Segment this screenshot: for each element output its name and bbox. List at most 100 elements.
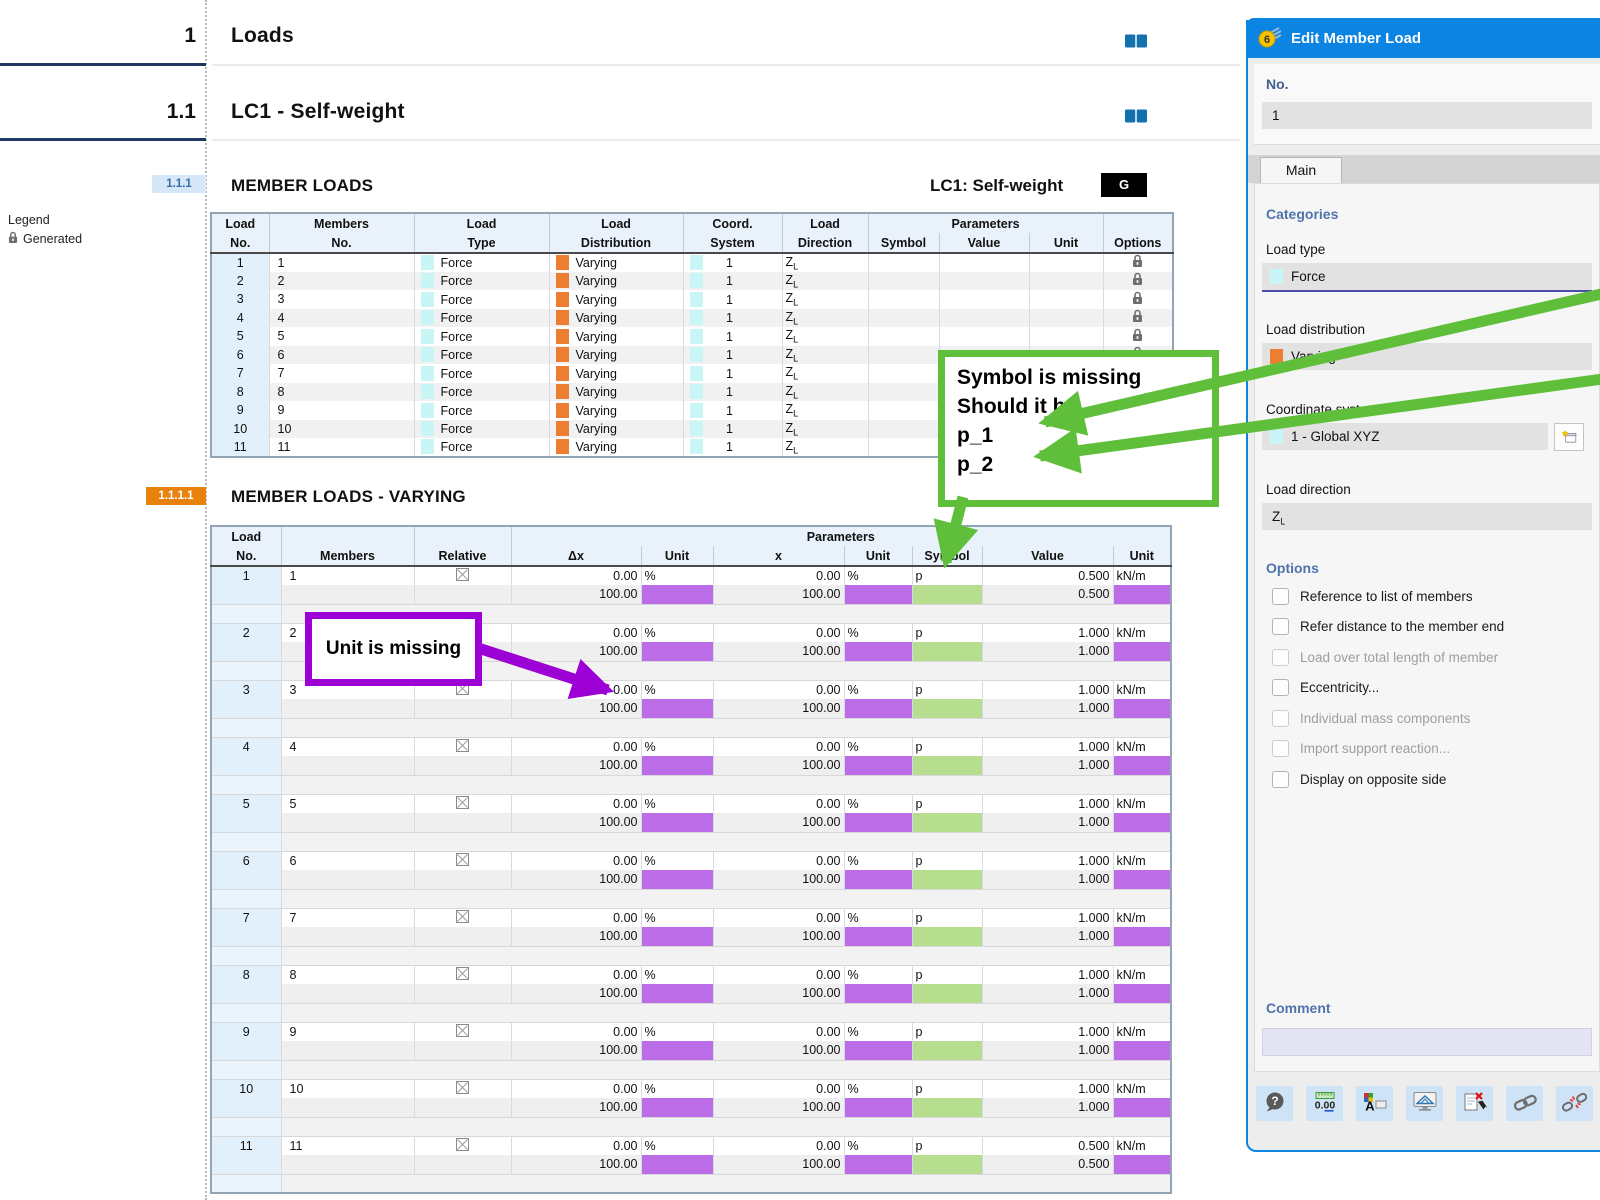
- dialog-titlebar[interactable]: 6 Edit Member Load: [1246, 18, 1600, 58]
- delete-load-icon-button[interactable]: [1456, 1086, 1493, 1121]
- option-label: Reference to list of members: [1300, 588, 1473, 604]
- checkbox[interactable]: [1272, 679, 1289, 696]
- link-icon-button[interactable]: [1506, 1086, 1543, 1121]
- symbol-cell: p: [912, 794, 983, 813]
- option-label: Display on opposite side: [1300, 771, 1447, 787]
- book-icon[interactable]: [1124, 108, 1148, 129]
- x-cell: 0.00: [713, 1136, 845, 1155]
- load-no-cell: 10: [211, 419, 270, 438]
- dx-cell: 100.00: [511, 642, 642, 661]
- x-cell: 100.00: [713, 1155, 845, 1174]
- symbol-cell: p: [912, 680, 983, 699]
- chapter-title: LC1 - Self-weight: [231, 100, 405, 123]
- no-label: No.: [1266, 76, 1289, 92]
- x-unit-cell: %: [844, 737, 913, 756]
- header-row-bottom: No. No. Type Distribution System Directi…: [211, 233, 1174, 254]
- checkbox[interactable]: [1272, 770, 1289, 788]
- distribution-swatch: [555, 365, 569, 381]
- x-cell: 100.00: [713, 699, 845, 718]
- load-no-cell: 1: [211, 253, 270, 272]
- section-rule: [0, 138, 206, 141]
- load-no-cell: 2: [211, 623, 282, 642]
- table-title: MEMBER LOADS: [231, 176, 374, 195]
- chapter-number: 1.1: [166, 100, 196, 123]
- group-spacer-row: [211, 945, 1172, 966]
- section-rule-light: [212, 64, 1240, 66]
- varying-load-row-start: 8 8 0.00% 0.00% p 1.000 kN/m: [211, 965, 1172, 984]
- load-number-field[interactable]: 1: [1262, 102, 1592, 129]
- distribution-swatch: [555, 347, 569, 363]
- load-direction-field[interactable]: ZL: [1262, 503, 1592, 530]
- missing-unit-cell-highlight: [844, 585, 913, 604]
- svg-text:?: ?: [1271, 1094, 1278, 1108]
- tab-main[interactable]: Main: [1260, 157, 1342, 184]
- missing-unit-cell-highlight: [641, 1041, 714, 1060]
- font-color-icon-button[interactable]: A: [1356, 1086, 1393, 1121]
- symbol-cell: p: [912, 851, 983, 870]
- delete-load-icon: [1462, 1091, 1489, 1116]
- generated-lock-icon: [1103, 253, 1174, 272]
- edit-member-load-dialog: 6 Edit Member Load No. 1 Main Categories…: [1246, 18, 1600, 1152]
- x-unit-cell: %: [844, 851, 913, 870]
- option-row: Reference to list of members: [1272, 587, 1473, 605]
- load-distribution-dropdown[interactable]: Varying: [1262, 343, 1592, 370]
- option-row: Refer distance to the member end: [1272, 618, 1504, 636]
- load-no-cell: 8: [211, 965, 282, 984]
- members-cell: 8: [269, 382, 415, 401]
- option-label: Refer distance to the member end: [1300, 619, 1505, 634]
- type-swatch: [420, 255, 434, 271]
- dx-cell: 0.00: [511, 737, 642, 756]
- load-no-cell: 5: [211, 327, 270, 346]
- option-row: Import support reaction...: [1272, 740, 1450, 758]
- load-no-cell: 7: [211, 908, 282, 927]
- load-distribution-cell: Varying: [549, 253, 684, 272]
- load-no-cell: 10: [211, 1079, 282, 1098]
- dialog-toolbar: ? 0.00 A: [1256, 1086, 1600, 1121]
- x-cell: 100.00: [713, 756, 845, 775]
- rfem6-logo-icon: 6: [1258, 26, 1282, 51]
- section-badge-active: 1.1.1.1: [146, 487, 206, 505]
- load-type-dropdown[interactable]: Force: [1262, 263, 1592, 292]
- value-cell: 1.000: [982, 794, 1114, 813]
- varying-load-row-start: 9 9 0.00% 0.00% p 1.000 kN/m: [211, 1022, 1172, 1041]
- coordinate-system-swatch: [1270, 429, 1283, 444]
- group-spacer-row: [211, 888, 1172, 909]
- help-icon-button[interactable]: ?: [1256, 1086, 1293, 1121]
- dx-cell: 0.00: [511, 851, 642, 870]
- dx-unit-cell: %: [641, 680, 714, 699]
- option-row: Load over total length of member: [1272, 648, 1498, 666]
- missing-symbol-cell-highlight: [912, 927, 983, 946]
- checkbox[interactable]: [1272, 618, 1289, 635]
- new-coordinate-system-button[interactable]: [1554, 423, 1584, 451]
- dx-unit-cell: %: [641, 1136, 714, 1155]
- unit-cell: [1029, 253, 1104, 272]
- member-load-row: 4 4 Force Varying 1 ZL: [211, 308, 1174, 327]
- options-heading: Options: [1266, 560, 1319, 576]
- units-icon-button[interactable]: 0.00: [1306, 1086, 1343, 1121]
- symbol-cell: p: [912, 737, 983, 756]
- x-unit-cell: %: [844, 1079, 913, 1098]
- missing-symbol-cell-highlight: [912, 984, 983, 1003]
- load-distribution-cell: Varying: [549, 401, 684, 420]
- legend: Legend Generated: [8, 213, 82, 247]
- load-direction-cell: ZL: [782, 438, 869, 457]
- book-icon[interactable]: [1124, 33, 1148, 54]
- generated-lock-icon: [1103, 290, 1174, 309]
- missing-unit-cell-highlight: [641, 927, 714, 946]
- coordinate-system-dropdown[interactable]: 1 - Global XYZ: [1262, 423, 1548, 450]
- load-direction-cell: ZL: [782, 253, 869, 272]
- load-direction-cell: ZL: [782, 419, 869, 438]
- group-spacer-row: [211, 1059, 1172, 1080]
- comment-input[interactable]: [1262, 1028, 1592, 1056]
- checkbox[interactable]: [1272, 587, 1289, 605]
- display-icon-button[interactable]: [1406, 1086, 1443, 1121]
- unlink-icon-button[interactable]: [1556, 1086, 1593, 1121]
- members-cell: 9: [269, 401, 415, 420]
- member-loads-varying-table: Load Parameters No. Members Relative Δx …: [210, 525, 1173, 1194]
- coord-swatch: [689, 421, 703, 437]
- missing-symbol-cell-highlight: [912, 756, 983, 775]
- load-no-cell: 9: [211, 401, 270, 420]
- value-cell: [939, 253, 1030, 272]
- coord-swatch: [689, 365, 703, 381]
- member-load-row: 1 1 Force Varying 1 ZL: [211, 253, 1174, 272]
